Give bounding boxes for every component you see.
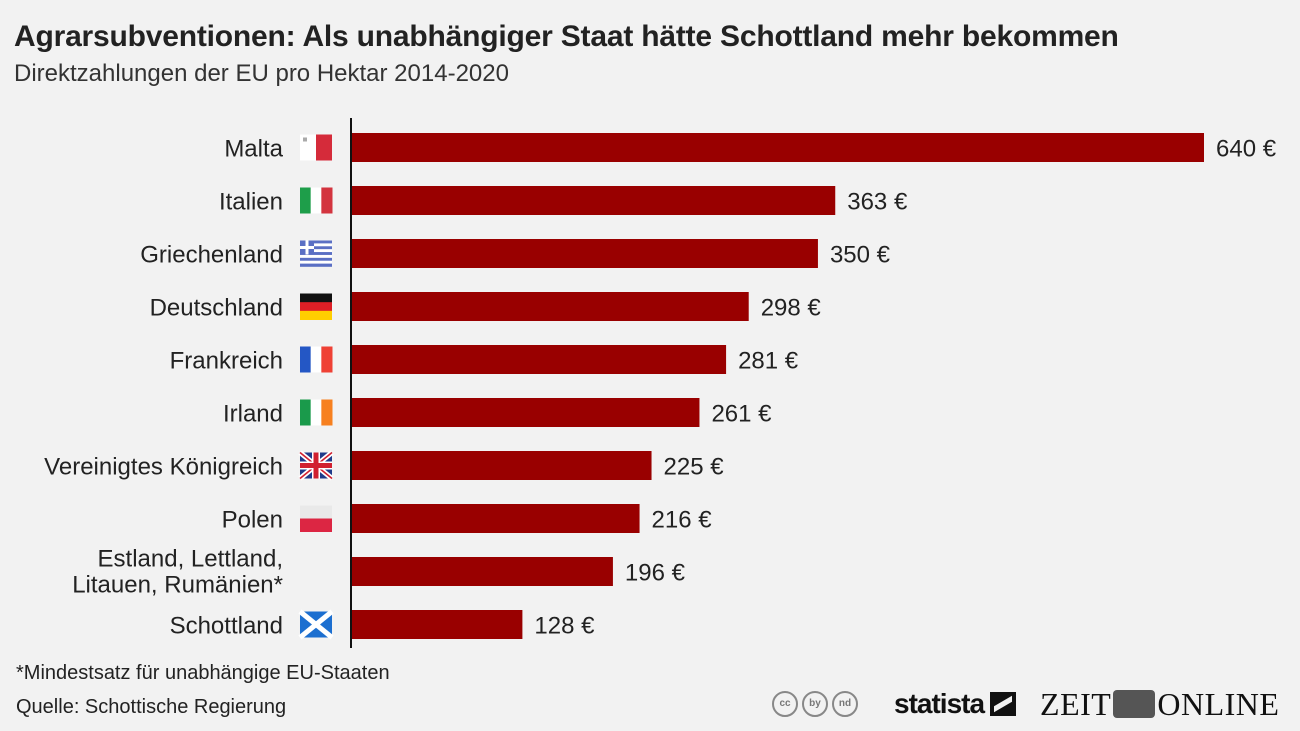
value-label: 350 €	[830, 242, 891, 269]
flag-poland-icon	[300, 505, 332, 532]
creative-commons-icons: cc by nd	[772, 691, 858, 717]
flag-malta-icon	[300, 134, 332, 161]
bar-1	[352, 186, 836, 215]
chart-subtitle: Direktzahlungen der EU pro Hektar 2014-2…	[14, 60, 509, 87]
value-label: 363 €	[847, 189, 908, 216]
category-label: Deutschland	[150, 295, 283, 322]
value-label: 216 €	[652, 507, 713, 534]
bar-7	[352, 504, 640, 533]
category-label: Malta	[224, 136, 283, 163]
value-label: 298 €	[761, 295, 822, 322]
value-label: 281 €	[738, 348, 799, 375]
category-label: Vereinigtes Königreich	[44, 454, 283, 481]
chart-title: Agrarsubventionen: Als unabhängiger Staa…	[14, 20, 1119, 53]
category-label: Irland	[223, 401, 283, 428]
flag-scotland-icon	[298, 609, 334, 640]
statista-logo: statista	[894, 688, 1017, 720]
nd-icon: nd	[832, 691, 858, 717]
flag-uk-icon	[298, 450, 334, 481]
bar-2	[352, 239, 818, 268]
value-label: 640 €	[1216, 136, 1277, 163]
bar-9	[352, 610, 523, 639]
flag-ireland-icon	[300, 399, 333, 426]
flag-germany-icon	[300, 293, 332, 320]
zeit-crest-icon	[1113, 690, 1156, 718]
value-label: 261 €	[711, 401, 772, 428]
category-label: Italien	[219, 189, 283, 216]
category-label: Estland, Lettland, Litauen, Rumänien*	[72, 546, 283, 599]
category-label: Polen	[222, 507, 283, 534]
logos: cc by nd statista ZEIT ONLINE	[772, 686, 1279, 722]
cc-icon: cc	[772, 691, 798, 717]
statista-mark-icon	[990, 692, 1017, 716]
bar-6	[352, 451, 652, 480]
zeit-online-logo: ZEIT ONLINE	[1040, 685, 1280, 722]
category-label: Frankreich	[170, 348, 283, 375]
value-label: 196 €	[625, 560, 686, 587]
source-note: Quelle: Schottische Regierung	[16, 696, 287, 718]
value-label: 128 €	[534, 613, 595, 640]
flag-france-icon	[300, 346, 333, 373]
bar-4	[352, 345, 727, 374]
category-label: Griechenland	[140, 242, 283, 269]
flag-italy-icon	[300, 187, 333, 214]
footnote: *Mindestsatz für unabhängige EU-Staaten	[16, 662, 390, 684]
flag-greece-icon	[300, 240, 332, 267]
value-label: 225 €	[664, 454, 725, 481]
bar-5	[352, 398, 700, 427]
bar-3	[352, 292, 749, 321]
by-icon: by	[802, 691, 828, 717]
bar-0	[352, 133, 1204, 162]
bar-8	[352, 557, 613, 586]
category-label: Schottland	[170, 613, 283, 640]
